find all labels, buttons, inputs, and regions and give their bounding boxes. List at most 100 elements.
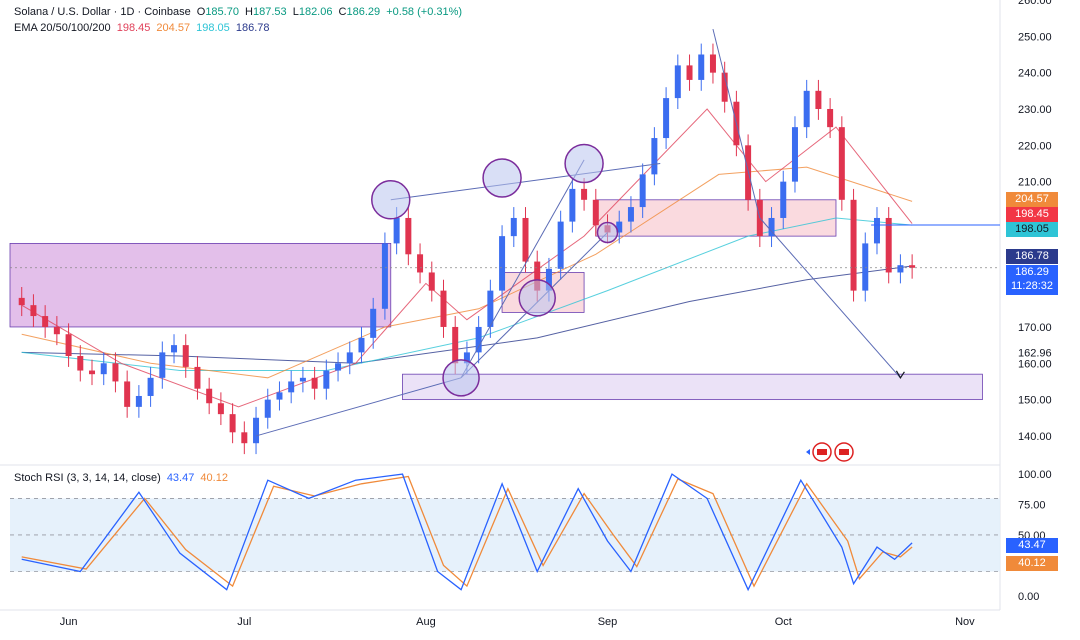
time-tick-label: Sep [598, 616, 618, 628]
stoch-d-tag: 40.12 [1006, 556, 1058, 571]
candle-body [100, 363, 107, 375]
candle-body [674, 65, 681, 99]
candle-body [838, 127, 845, 200]
stoch-d-value: 40.12 [200, 472, 228, 484]
candle-body [112, 363, 119, 382]
stoch-rsi-label: Stoch RSI (3, 3, 14, 14, close) [14, 472, 161, 484]
high-label: H [245, 6, 253, 18]
candle-body [475, 326, 482, 353]
candle-body [651, 138, 658, 175]
candle-body [370, 308, 377, 338]
candle-body [452, 326, 459, 364]
stoch-tick-label: 0.00 [1018, 591, 1039, 603]
candle-body [791, 127, 798, 182]
ema20-value: 198.45 [116, 22, 151, 34]
trendline [712, 28, 761, 219]
price-tick-label: 160.00 [1018, 358, 1052, 370]
candle-body [545, 268, 552, 291]
highlight-circle [482, 158, 522, 198]
candle-body [663, 98, 670, 139]
ema-legend: EMA 20/50/100/200 198.45 204.57 198.05 1… [14, 22, 273, 34]
symbol-legend: Solana / U.S. Dollar · 1D · Coinbase O18… [14, 6, 465, 18]
purple-zone [9, 242, 392, 328]
candle-body [909, 265, 916, 268]
time-tick-label: Jun [60, 616, 78, 628]
candle-body [639, 174, 646, 208]
stoch-k-line [21, 473, 913, 592]
candle-body [276, 392, 283, 400]
candle-body [616, 221, 623, 233]
candle-body [299, 377, 306, 382]
candle-body [592, 199, 599, 226]
candle-body [253, 417, 260, 444]
candle-body [709, 54, 716, 73]
price-tick-label: 230.00 [1018, 104, 1052, 116]
low-label: L [292, 6, 299, 18]
highlight-circle [371, 180, 411, 220]
candle-body [850, 199, 857, 291]
candle-body [873, 217, 880, 244]
candle-body [358, 337, 365, 353]
candle-body [487, 290, 494, 327]
candle-body [311, 377, 318, 389]
highlight-circle [518, 279, 556, 317]
time-tick-label: Oct [775, 616, 792, 628]
candle-body [499, 236, 506, 291]
high-value: 187.53 [252, 6, 287, 18]
highlight-circle [564, 143, 604, 184]
event-flags-icon [806, 442, 854, 462]
pink-zone-right [595, 199, 837, 237]
open-label: O [196, 6, 206, 18]
symbol-title: Solana / U.S. Dollar · 1D · Coinbase [14, 6, 191, 18]
candle-body [417, 254, 424, 273]
ema50-price-tag: 204.57 [1006, 192, 1058, 207]
candle-body [393, 217, 400, 244]
candle-body [897, 265, 904, 273]
time-tick-label: Jul [237, 616, 251, 628]
ema100-price-tag: 198.05 [1006, 222, 1058, 237]
ema200-line [21, 265, 913, 364]
candle-body [264, 399, 271, 418]
candle-body [768, 217, 775, 237]
trendline [460, 159, 585, 379]
candle-body [241, 432, 248, 444]
candle-body [89, 370, 96, 375]
current-price-tag: 186.29 11:28:32 [1006, 265, 1058, 295]
candle-body [77, 356, 84, 371]
candle-body [862, 243, 869, 291]
candle-body [463, 352, 470, 364]
ema200-value: 186.78 [235, 22, 270, 34]
candle-body [569, 188, 576, 222]
bar-countdown: 11:28:32 [1010, 280, 1053, 292]
candle-body [885, 217, 892, 273]
candle-body [135, 395, 142, 407]
close-label: C [338, 6, 347, 18]
ema100-value: 198.05 [196, 22, 230, 34]
candle-body [534, 261, 541, 291]
candle-body [124, 381, 131, 407]
flag-stripe [839, 449, 849, 455]
ema20-price-tag: 198.45 [1006, 207, 1058, 222]
ema50-value: 204.57 [156, 22, 191, 34]
price-tick-label: 140.00 [1018, 431, 1052, 443]
candle-body [827, 108, 834, 128]
time-tick-label: Nov [955, 616, 975, 628]
trendline [390, 162, 661, 201]
candle-body [65, 334, 72, 357]
stoch-k-value: 43.47 [166, 472, 195, 484]
stoch-tick-label: 75.00 [1018, 500, 1046, 512]
change-value: +0.58 (+0.31%) [386, 6, 463, 18]
candle-body [686, 65, 693, 80]
candle-body [335, 363, 342, 371]
candle-body [405, 217, 412, 255]
candle-body [381, 243, 388, 309]
candle-body [815, 90, 822, 109]
price-tick-label: 250.00 [1018, 31, 1052, 43]
flag-pointer [806, 449, 810, 455]
candle-body [510, 217, 517, 237]
candle-body [428, 272, 435, 291]
open-value: 185.70 [205, 6, 239, 18]
candle-body [698, 54, 705, 80]
